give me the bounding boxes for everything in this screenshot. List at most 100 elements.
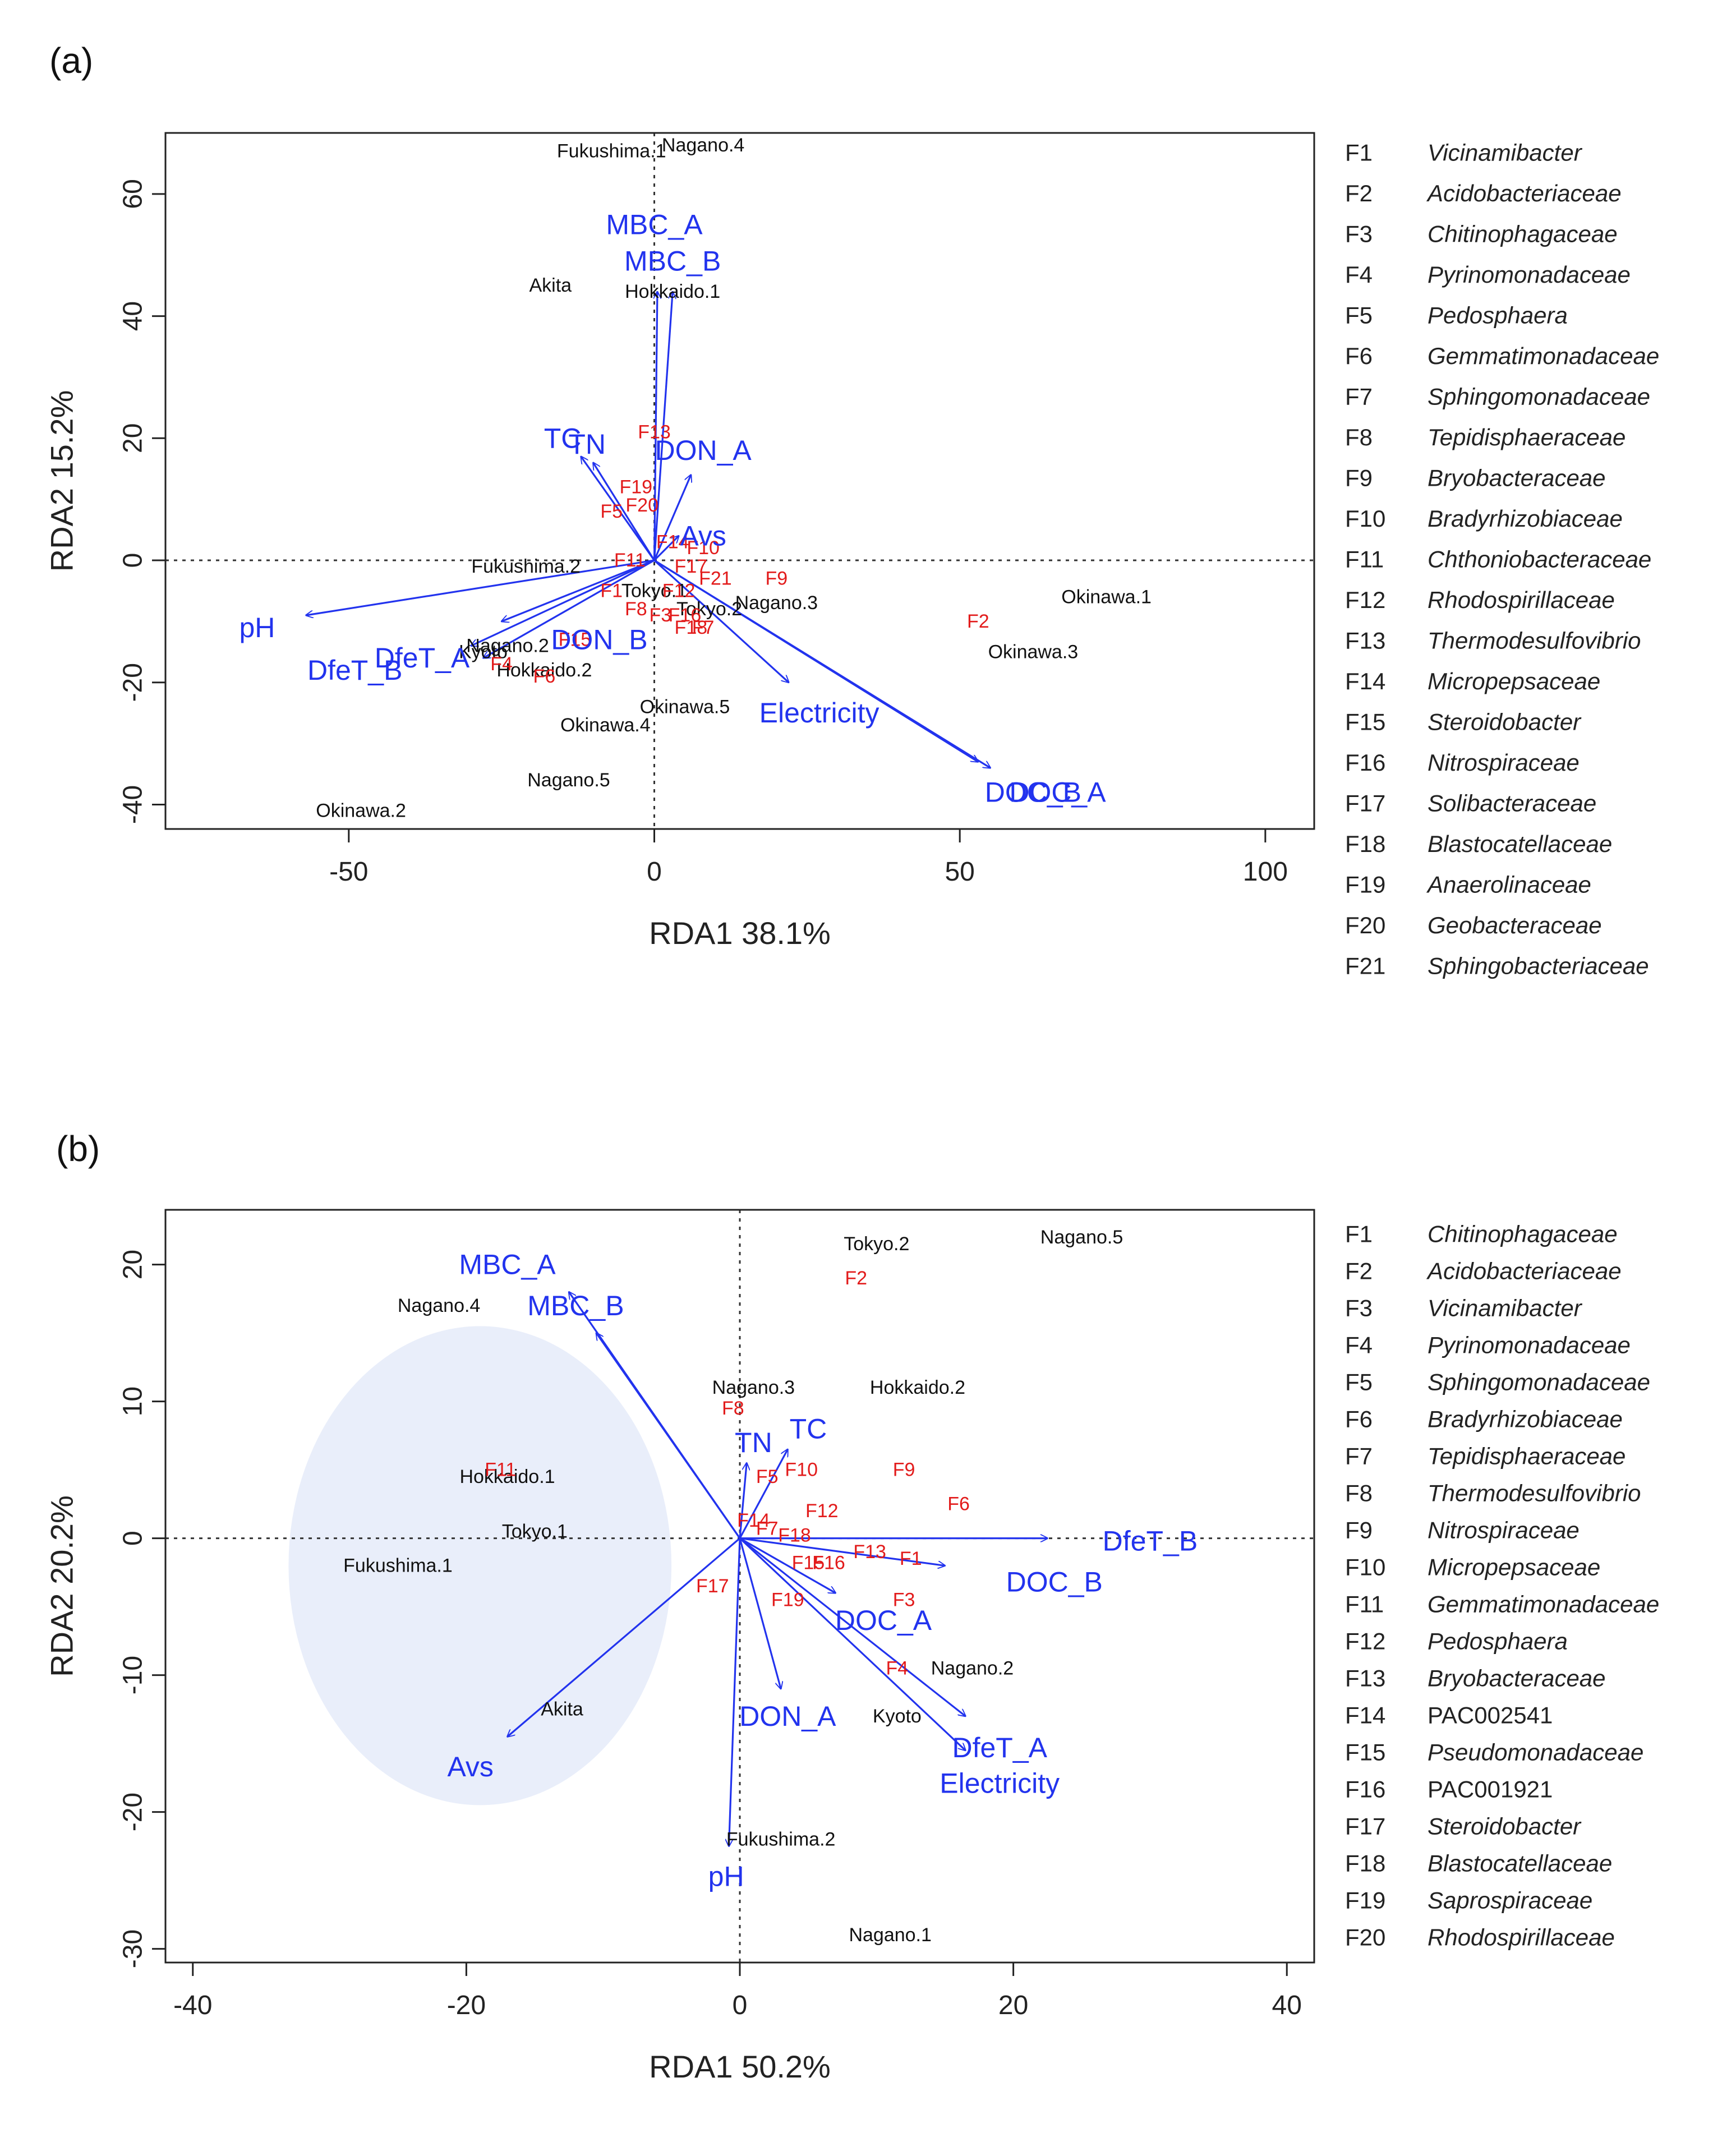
legend-taxon-name: Sphingomonadaceae <box>1428 384 1650 410</box>
env-label-tc: TC <box>790 1413 827 1444</box>
legend-taxon-name: Steroidobacter <box>1428 1813 1582 1840</box>
env-vector-tc <box>581 457 655 561</box>
env-label-tn: TN <box>735 1427 772 1458</box>
taxon-label-f8: F8 <box>722 1398 744 1419</box>
legend-taxon-name: Tepidisphaeraceae <box>1428 424 1626 450</box>
env-label-tn: TN <box>568 429 606 460</box>
legend-taxon-name: Tepidisphaeraceae <box>1428 1443 1626 1470</box>
taxon-label-f4: F4 <box>886 1657 909 1679</box>
taxon-label-f6: F6 <box>947 1494 970 1515</box>
legend-code: F11 <box>1345 1591 1384 1618</box>
y-tick-label: 20 <box>118 1250 148 1279</box>
legend-code: F4 <box>1345 1332 1373 1358</box>
env-vector-mbc-a <box>654 292 657 561</box>
env-vector-avs <box>653 536 679 561</box>
site-label-hokkaido-1: Hokkaido.1 <box>459 1466 555 1487</box>
taxon-label-f19: F19 <box>620 476 653 498</box>
taxon-label-f5: F5 <box>600 501 623 522</box>
legend-taxon-name: Sphingomonadaceae <box>1428 1369 1650 1395</box>
site-label-kyoto: Kyoto <box>459 641 508 662</box>
legend-taxon-name: Anaerolinaceae <box>1426 872 1591 898</box>
y-tick-label: -40 <box>118 785 148 824</box>
legend-taxon-name: Gemmatimonadaceae <box>1428 343 1659 369</box>
panel-label: (b) <box>56 1128 100 1169</box>
legend-code: F20 <box>1345 1924 1385 1951</box>
legend-code: F14 <box>1345 1702 1385 1729</box>
legend-taxon-name: Micropepsaceae <box>1428 1554 1600 1581</box>
legend-taxon-name: Blastocatellaceae <box>1428 1850 1612 1877</box>
x-tick-label: 50 <box>945 857 974 887</box>
panel-b: (b) -40 -20 0 20 40 -30 -20 -10 0 10 20 RDA1 50.2% RD… <box>44 1128 1660 2084</box>
env-vector-avs <box>508 1537 741 1737</box>
site-label-akita: Akita <box>529 275 572 296</box>
y-tick-label: 40 <box>118 301 148 331</box>
taxon-label-f1: F1 <box>600 580 623 601</box>
legend-taxon-name: Thermodesulfovibrio <box>1428 1480 1641 1507</box>
env-vector-tc <box>739 1449 788 1539</box>
site-label-okinawa-4: Okinawa.4 <box>560 715 651 736</box>
env-label-ph: pH <box>239 612 275 643</box>
site-label-fukushima-1: Fukushima.1 <box>343 1555 453 1576</box>
site-label-okinawa-3: Okinawa.3 <box>988 641 1079 662</box>
legend-taxon-name: Sphingobacteriaceae <box>1428 953 1649 979</box>
legend-taxon-name: Chthoniobacteraceae <box>1428 546 1651 573</box>
y-tick-label: -20 <box>118 1793 148 1831</box>
y-tick-label: 10 <box>118 1386 148 1416</box>
env-label-doc-b: DOC_B <box>985 777 1081 808</box>
legend-taxon-name: Vicinamibacter <box>1428 140 1583 166</box>
legend-code: F17 <box>1345 1813 1385 1840</box>
env-vector-ph <box>306 559 655 615</box>
taxon-label-f16: F16 <box>812 1553 845 1574</box>
x-tick-label: 0 <box>733 1991 748 2020</box>
env-vector-electricity <box>739 1537 965 1751</box>
y-tick-label: 0 <box>118 553 148 568</box>
legend-code: F17 <box>1345 790 1385 817</box>
legend-code: F3 <box>1345 1295 1373 1321</box>
env-label-avs: Avs <box>447 1751 493 1782</box>
taxon-label-f20: F20 <box>625 495 659 516</box>
env-vector-dfet-a <box>471 559 655 646</box>
taxon-label-f3: F3 <box>650 605 672 626</box>
taxon-label-f17: F17 <box>696 1576 729 1597</box>
taxon-label-f19: F19 <box>771 1589 804 1610</box>
legend-code: F3 <box>1345 221 1373 247</box>
taxon-label-f15: F15 <box>559 629 592 651</box>
legend-code: F11 <box>1345 546 1384 573</box>
taxon-label-f13: F13 <box>853 1541 886 1563</box>
taxon-label-f10: F10 <box>687 537 720 559</box>
x-tick-label: 100 <box>1243 857 1288 887</box>
legend-taxon-name: Pyrinomonadaceae <box>1428 261 1631 288</box>
legend-code: F15 <box>1345 1739 1385 1766</box>
legend-taxon-name: Rhodospirillaceae <box>1428 1924 1615 1951</box>
env-label-dfet-a: DfeT_A <box>952 1732 1047 1763</box>
panel-label: (a) <box>49 40 93 81</box>
legend-code: F6 <box>1345 1406 1373 1432</box>
y-tick-label: -30 <box>118 1929 148 1968</box>
env-vector-doc-a <box>739 1537 836 1593</box>
taxon-label-f8: F8 <box>625 598 647 620</box>
legend-taxon-name: Steroidobacter <box>1428 709 1582 735</box>
taxon-label-f17: F17 <box>675 556 708 577</box>
env-label-don-b: DON_B <box>551 624 647 656</box>
legend-code: F16 <box>1345 1776 1385 1803</box>
site-label-okinawa-5: Okinawa.5 <box>640 696 730 717</box>
y-axis-title: RDA2 15.2% <box>44 390 80 572</box>
y-tick-label: 60 <box>118 179 148 209</box>
site-label-okinawa-1: Okinawa.1 <box>1061 586 1152 607</box>
site-label-tokyo-1: Tokyo.1 <box>621 580 687 601</box>
legend-taxon-name: Bryobacteraceae <box>1428 465 1606 491</box>
legend-code: F12 <box>1345 1628 1385 1655</box>
env-vector-dfet-a <box>739 1537 965 1716</box>
legend-taxon-name: Bradyrhizobiaceae <box>1428 505 1623 532</box>
legend-code: F7 <box>1345 1443 1373 1470</box>
env-label-dfet-a: DfeT_A <box>375 642 470 674</box>
legend-code: F14 <box>1345 668 1385 694</box>
legend-taxon-name: Geobacteraceae <box>1428 912 1602 938</box>
legend-code: F12 <box>1345 587 1385 613</box>
legend-taxon-name: Saprospiraceae <box>1428 1887 1592 1914</box>
legend-code: F10 <box>1345 1554 1385 1581</box>
site-label-hokkaido-1: Hokkaido.1 <box>625 281 720 302</box>
legend-code: F7 <box>1345 384 1373 410</box>
taxon-label-f12: F12 <box>805 1500 839 1522</box>
legend-code: F2 <box>1345 180 1373 206</box>
